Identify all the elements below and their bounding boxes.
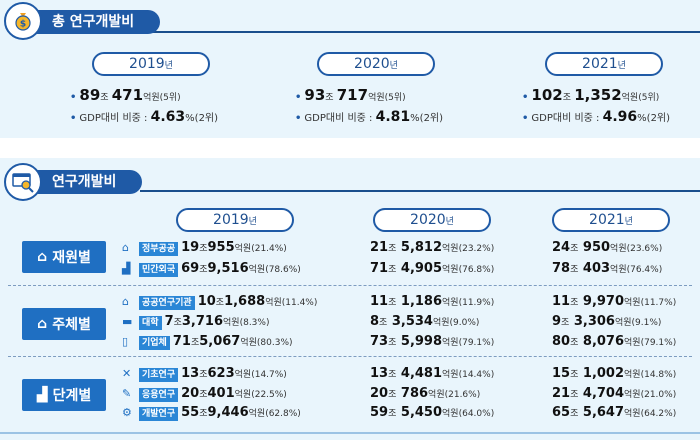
category-by-source: ⌂ 재원별 <box>22 241 106 273</box>
value-cell: 20조 786억원(21.6%) <box>370 386 481 401</box>
value-cell: 21조 5,812억원(23.2%) <box>370 240 495 255</box>
rnd-title: 연구개발비 <box>22 170 143 194</box>
table-row: ⌂ 공공연구기관 10 조 1,688 억원 (11.4%) <box>122 294 318 310</box>
table-row: ✕ 기초연구 13 조 623 억원 (14.7%) <box>122 366 287 382</box>
category-by-entity: ⌂ 주체별 <box>22 308 106 340</box>
value-cell: 59조 5,450억원(64.0%) <box>370 405 495 420</box>
section-divider <box>140 31 700 33</box>
total-amount-2019: • 89조 471억원(5위) <box>70 86 181 104</box>
category-by-stage: ▟ 단계별 <box>22 379 106 411</box>
value-cell: 24조 950억원(23.6%) <box>552 240 663 255</box>
year-pill-2019: 2019년 <box>92 52 210 76</box>
table-row: ⌂ 정부공공 19 조 955 억원 (21.4%) <box>122 240 287 256</box>
gdp-ratio-2021: • GDP대비 비중 : 4.96%(2위) <box>522 109 671 125</box>
year-pill-2019: 2019년 <box>176 208 294 232</box>
money-bag-icon: $ <box>4 2 42 40</box>
value-cell: 11조 9,970억원(11.7%) <box>552 294 677 309</box>
value-cell: 11조 1,186억원(11.9%) <box>370 294 495 309</box>
row-separator <box>8 356 692 357</box>
gear-icon: ⚙ <box>122 406 132 419</box>
factory-icon: ▟ <box>122 262 131 275</box>
value-cell: 80조 8,076억원(79.1%) <box>552 334 677 349</box>
value-cell: 21조 4,704억원(21.0%) <box>552 386 677 401</box>
bottom-divider <box>0 432 700 434</box>
total-amount-2021: • 102조 1,352억원(5위) <box>522 86 660 104</box>
value-cell: 71조 4,905억원(76.8%) <box>370 261 495 276</box>
value-cell: 78조 403억원(76.4%) <box>552 261 663 276</box>
section-divider <box>140 190 700 192</box>
monitor-search-icon <box>4 163 42 201</box>
value-cell: 73조 5,998억원(79.1%) <box>370 334 495 349</box>
bar-chart-icon: ▟ <box>36 387 48 403</box>
molecule-icon: ✕ <box>122 367 132 380</box>
table-row: ▟ 민간외국 69 조 9,516 억원 (78.6%) <box>122 261 301 277</box>
building-icon: ⌂ <box>122 241 129 254</box>
rnd-breakdown-section <box>0 158 700 440</box>
value-cell: 15조 1,002억원(14.8%) <box>552 366 677 381</box>
table-row: ▯ 기업체 71 조 5,067 억원 (80.3%) <box>122 334 293 350</box>
office-building-icon: ▯ <box>122 335 129 348</box>
value-cell: 13조 4,481억원(14.4%) <box>370 366 495 381</box>
svg-text:$: $ <box>20 20 26 30</box>
table-row: ✎ 응용연구 20 조 401 억원 (22.5%) <box>122 386 287 402</box>
gdp-ratio-2019: • GDP대비 비중 : 4.63%(2위) <box>70 109 219 125</box>
building-icon: ⌂ <box>37 316 48 332</box>
year-pill-2021: 2021년 <box>545 52 663 76</box>
institute-icon: ⌂ <box>122 295 129 308</box>
year-pill-2020: 2020년 <box>317 52 435 76</box>
gdp-ratio-2020: • GDP대비 비중 : 4.81%(2위) <box>295 109 444 125</box>
value-cell: 9조 3,306억원(9.1%) <box>552 314 662 329</box>
value-cell: 65조 5,647억원(64.2%) <box>552 405 677 420</box>
table-row: ⚙ 개발연구 55 조 9,446 억원 (62.8%) <box>122 405 301 421</box>
building-icon: ⌂ <box>37 249 48 265</box>
pencil-icon: ✎ <box>122 387 132 400</box>
total-rnd-title: 총 연구개발비 <box>22 10 161 34</box>
year-pill-2021: 2021년 <box>552 208 670 232</box>
value-cell: 8조 3,534억원(9.0%) <box>370 314 480 329</box>
university-icon: ▬ <box>122 315 133 328</box>
total-amount-2020: • 93조 717억원(5위) <box>295 86 406 104</box>
row-separator <box>8 285 692 286</box>
year-pill-2020: 2020년 <box>373 208 491 232</box>
